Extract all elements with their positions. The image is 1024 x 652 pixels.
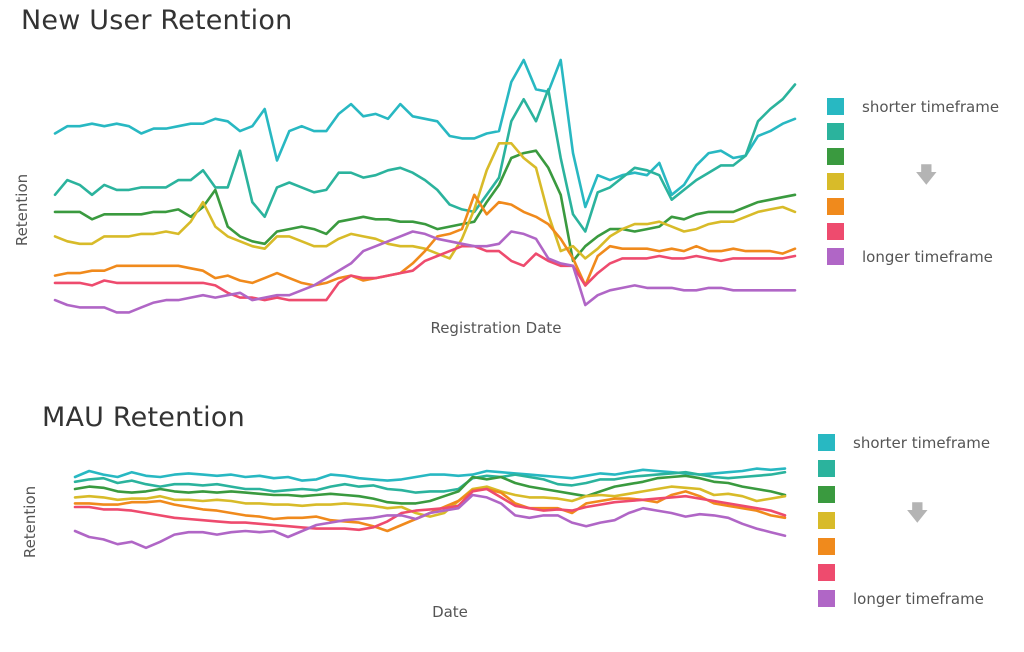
legend-item xyxy=(818,563,835,582)
series-line-1 xyxy=(53,58,797,209)
legend-item xyxy=(818,459,835,478)
legend-item xyxy=(827,122,844,141)
legend-item xyxy=(818,511,835,530)
legend-swatch xyxy=(818,590,835,607)
legend-item: shorter timeframe xyxy=(827,97,999,116)
legend-swatch xyxy=(818,564,835,581)
series-line-5 xyxy=(53,193,797,287)
legend-swatch xyxy=(827,223,844,240)
x-axis-label: Date xyxy=(432,603,468,621)
legend-item xyxy=(827,172,844,191)
legend-item xyxy=(827,222,844,241)
series-line-1 xyxy=(73,467,787,482)
series-line-3 xyxy=(73,474,787,505)
legend-item: longer timeframe xyxy=(818,589,984,608)
legend-label-shorter: shorter timeframe xyxy=(862,97,1000,116)
legend-item xyxy=(818,537,835,556)
chart-title-mau-retention: MAU Retention xyxy=(42,402,245,433)
legend-swatch xyxy=(818,512,835,529)
legend-swatch xyxy=(827,98,844,115)
legend-item xyxy=(827,147,844,166)
legend-swatch xyxy=(827,123,844,140)
legend-item: shorter timeframe xyxy=(818,433,990,452)
legend-item xyxy=(827,197,844,216)
legend-label-shorter: shorter timeframe xyxy=(853,433,991,452)
legend-swatch xyxy=(818,434,835,451)
series-line-2 xyxy=(73,470,787,494)
down-arrow-icon: 🡇 xyxy=(915,163,938,188)
series-line-7 xyxy=(53,230,797,314)
down-arrow-icon: 🡇 xyxy=(906,501,929,526)
legend-swatch xyxy=(818,538,835,555)
legend-item xyxy=(818,485,835,504)
series-line-4 xyxy=(53,142,797,260)
series-line-4 xyxy=(73,485,787,518)
series-line-7 xyxy=(73,493,787,550)
legend-label-longer: longer timeframe xyxy=(862,247,993,266)
legend-swatch xyxy=(827,148,844,165)
series-line-2 xyxy=(53,83,797,233)
chart-title-new-user-retention: New User Retention xyxy=(21,5,293,36)
chart-2-lines xyxy=(73,467,787,550)
chart-1-lines xyxy=(53,58,797,314)
series-line-3 xyxy=(53,149,797,263)
series-line-6 xyxy=(73,487,787,532)
legend-swatch xyxy=(818,460,835,477)
legend-swatch xyxy=(818,486,835,503)
legend-swatch xyxy=(827,248,844,265)
series-line-6 xyxy=(53,244,797,302)
legend-swatch xyxy=(827,198,844,215)
legend-swatch xyxy=(827,173,844,190)
legend-item: longer timeframe xyxy=(827,247,993,266)
x-axis-label: Registration Date xyxy=(430,319,562,337)
legend-label-longer: longer timeframe xyxy=(853,589,984,608)
